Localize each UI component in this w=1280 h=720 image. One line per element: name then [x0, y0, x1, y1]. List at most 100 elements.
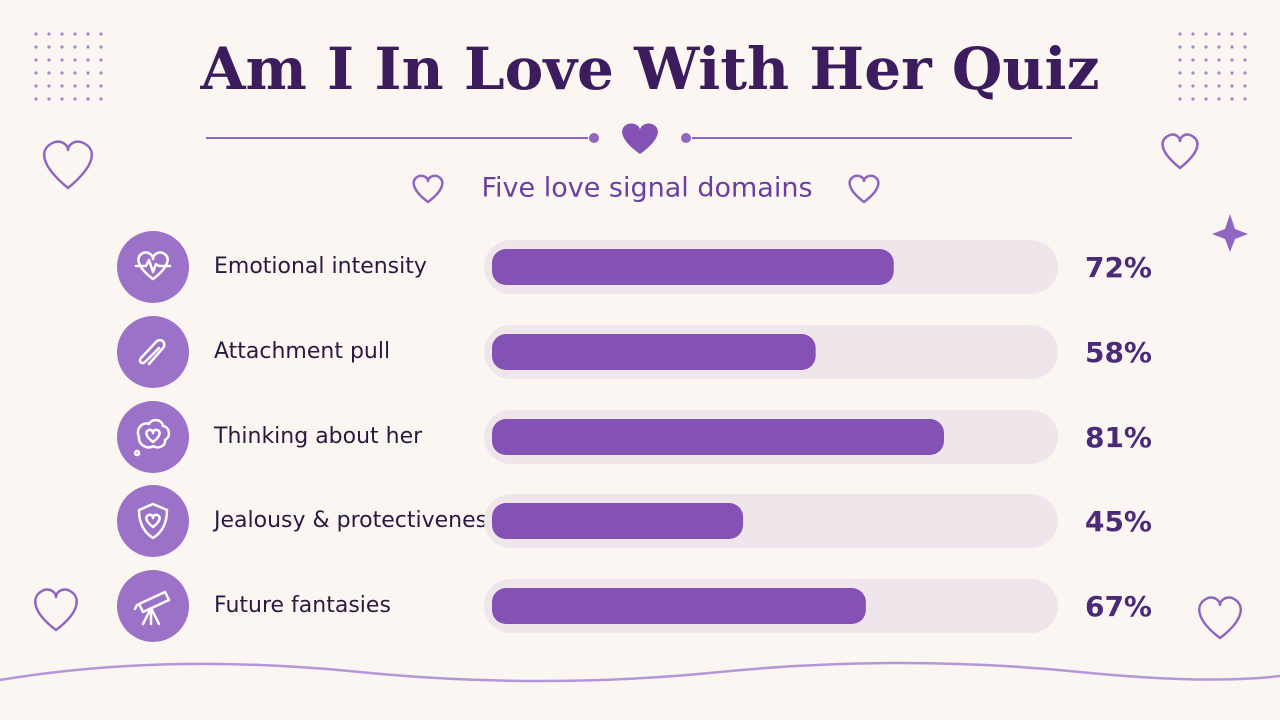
bar — [492, 503, 744, 539]
heart-deco — [42, 140, 94, 190]
category-label: Emotional intensity — [214, 254, 427, 279]
dot — [86, 71, 90, 75]
dot — [73, 84, 77, 88]
dot — [34, 71, 38, 75]
dot — [1191, 58, 1195, 62]
dot — [1191, 97, 1195, 101]
dot — [60, 71, 64, 75]
dot — [1217, 45, 1221, 49]
dot — [1191, 84, 1195, 88]
bar — [492, 419, 944, 455]
value-label: 67% — [1085, 590, 1152, 623]
category-label: Attachment pull — [214, 339, 390, 364]
heart-deco — [412, 174, 444, 204]
dot — [60, 58, 64, 62]
heart-deco — [34, 588, 78, 632]
dot — [1178, 45, 1182, 49]
category-label: Jealousy & protectiveness — [212, 508, 499, 533]
dot — [1243, 97, 1247, 101]
dot — [1243, 71, 1247, 75]
dot — [99, 97, 103, 101]
dot — [99, 84, 103, 88]
dot — [60, 32, 64, 36]
dot — [99, 45, 103, 49]
dot — [1230, 84, 1234, 88]
dot — [73, 45, 77, 49]
dot — [1178, 58, 1182, 62]
dot — [1217, 71, 1221, 75]
dot — [1191, 32, 1195, 36]
dot — [86, 97, 90, 101]
dot — [60, 97, 64, 101]
dot — [60, 84, 64, 88]
dot — [1191, 71, 1195, 75]
bar — [492, 334, 816, 370]
icon — [133, 418, 171, 457]
sparkle — [1212, 214, 1248, 252]
wave — [0, 661, 1280, 683]
dot — [86, 58, 90, 62]
icon — [134, 251, 172, 281]
value-label: 58% — [1085, 336, 1152, 369]
subtitle: Five love signal domains — [481, 173, 812, 204]
dot — [1230, 45, 1234, 49]
dot — [47, 97, 51, 101]
dot — [1191, 45, 1195, 49]
heart-deco — [1161, 133, 1199, 170]
dot — [86, 84, 90, 88]
dot — [99, 58, 103, 62]
dot — [1217, 84, 1221, 88]
chart-title: Am I In Love With Her Quiz — [199, 35, 1099, 103]
divider-dot — [681, 133, 691, 143]
dot — [1178, 84, 1182, 88]
bar — [492, 588, 866, 624]
value-label: 45% — [1085, 505, 1152, 538]
dot — [73, 71, 77, 75]
icon-circle — [117, 401, 189, 473]
dot — [99, 32, 103, 36]
icon-circle — [117, 570, 189, 642]
dot — [47, 58, 51, 62]
heart-deco — [1198, 596, 1242, 640]
value-label: 72% — [1085, 251, 1152, 284]
dot — [73, 58, 77, 62]
value-label: 81% — [1085, 421, 1152, 454]
dot — [73, 97, 77, 101]
dot — [1178, 97, 1182, 101]
dot — [1204, 71, 1208, 75]
icon — [137, 502, 169, 540]
dot — [86, 32, 90, 36]
dot — [34, 32, 38, 36]
divider-dot — [589, 133, 599, 143]
dot — [1204, 32, 1208, 36]
dot — [34, 84, 38, 88]
dot — [1178, 71, 1182, 75]
dot — [1230, 97, 1234, 101]
bar — [492, 249, 894, 285]
dot — [47, 71, 51, 75]
dot — [1217, 58, 1221, 62]
dot — [34, 58, 38, 62]
dot — [1243, 45, 1247, 49]
dot — [47, 45, 51, 49]
dot — [1204, 45, 1208, 49]
dot — [1178, 32, 1182, 36]
dot — [34, 97, 38, 101]
category-label: Future fantasies — [214, 593, 391, 618]
dot — [1204, 84, 1208, 88]
dot — [1217, 32, 1221, 36]
dot — [34, 45, 38, 49]
category-label: Thinking about her — [213, 424, 423, 449]
dot — [60, 45, 64, 49]
divider-heart — [622, 123, 658, 154]
dot — [1243, 58, 1247, 62]
dot — [1230, 32, 1234, 36]
icon-circle — [117, 316, 189, 388]
icon-circle — [117, 485, 189, 557]
dot — [1204, 58, 1208, 62]
dot — [1217, 97, 1221, 101]
icon-circle — [117, 231, 189, 303]
dot — [1230, 71, 1234, 75]
dot — [47, 32, 51, 36]
